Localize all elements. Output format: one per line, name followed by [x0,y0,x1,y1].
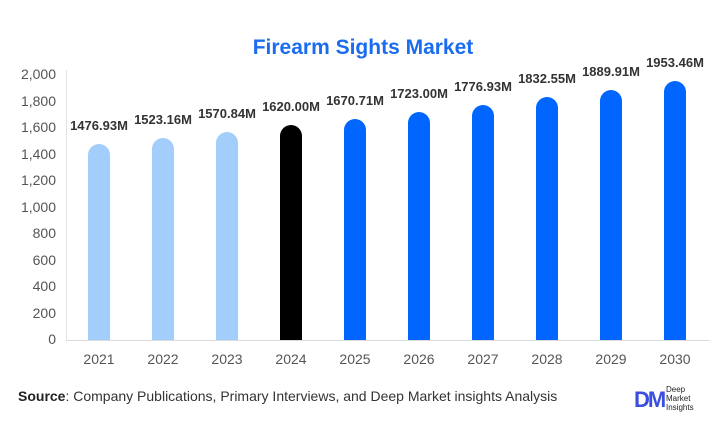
bar-2030 [664,81,686,340]
bar-2025 [344,118,366,340]
x-tick-label: 2030 [659,351,691,367]
data-label: 1670.71M [326,92,384,108]
bar-2022 [152,138,174,340]
y-tick-label: 0 [48,331,56,347]
source-note: Source: Company Publications, Primary In… [18,388,557,404]
x-tick-label: 2026 [403,351,435,367]
x-tick-label: 2021 [83,351,115,367]
source-text: : Company Publications, Primary Intervie… [65,388,558,404]
bar-2027 [472,104,494,340]
y-tick-label: 400 [32,278,56,294]
chart-title: Firearm Sights Market [252,36,474,59]
data-label: 1953.46M [646,55,704,71]
company-logo: DM Deep Market Insights [634,385,714,412]
bar-2028 [536,97,558,340]
logo-line-2: Market [666,394,691,403]
data-label: 1832.55M [518,71,576,87]
logo-line-3: Insights [666,403,694,412]
bar-2024 [280,125,302,340]
x-tick-label: 2028 [531,351,563,367]
data-label: 1523.16M [134,112,192,128]
data-label: 1620.00M [262,99,320,115]
y-tick-label: 2,000 [20,66,56,82]
x-axis-line [66,340,710,341]
bar-2029 [600,89,622,340]
y-tick-label: 1,200 [20,172,56,188]
data-label: 1776.93M [454,78,512,94]
x-tick-label: 2023 [211,351,243,367]
y-tick-label: 800 [32,225,56,241]
y-tick-label: 1,400 [20,145,56,162]
y-axis-line [66,70,67,341]
y-tick-label: 600 [32,251,56,268]
logo-text: Deep Market Insights [666,385,694,412]
y-tick-label: 1,600 [20,119,56,135]
x-tick-label: 2027 [467,351,499,367]
y-tick-label: 200 [32,304,56,321]
logo-line-1: Deep [666,385,686,394]
x-tick-label: 2029 [595,351,627,367]
bar-2021 [88,144,110,340]
y-tick-label: 1,800 [20,92,56,109]
x-tick-label: 2024 [275,351,307,367]
data-label: 1476.93M [70,118,128,134]
x-tick-label: 2022 [147,351,179,367]
source-label: Source [18,388,66,404]
logo-mark: DM [634,387,666,412]
data-label: 1570.84M [198,105,256,121]
x-tick-label: 2025 [339,351,371,367]
data-label: 1723.00M [390,85,448,101]
data-label: 1889.91M [582,63,640,79]
bar-2023 [216,131,238,340]
bar-2026 [408,111,430,340]
y-tick-label: 1,000 [20,198,56,215]
